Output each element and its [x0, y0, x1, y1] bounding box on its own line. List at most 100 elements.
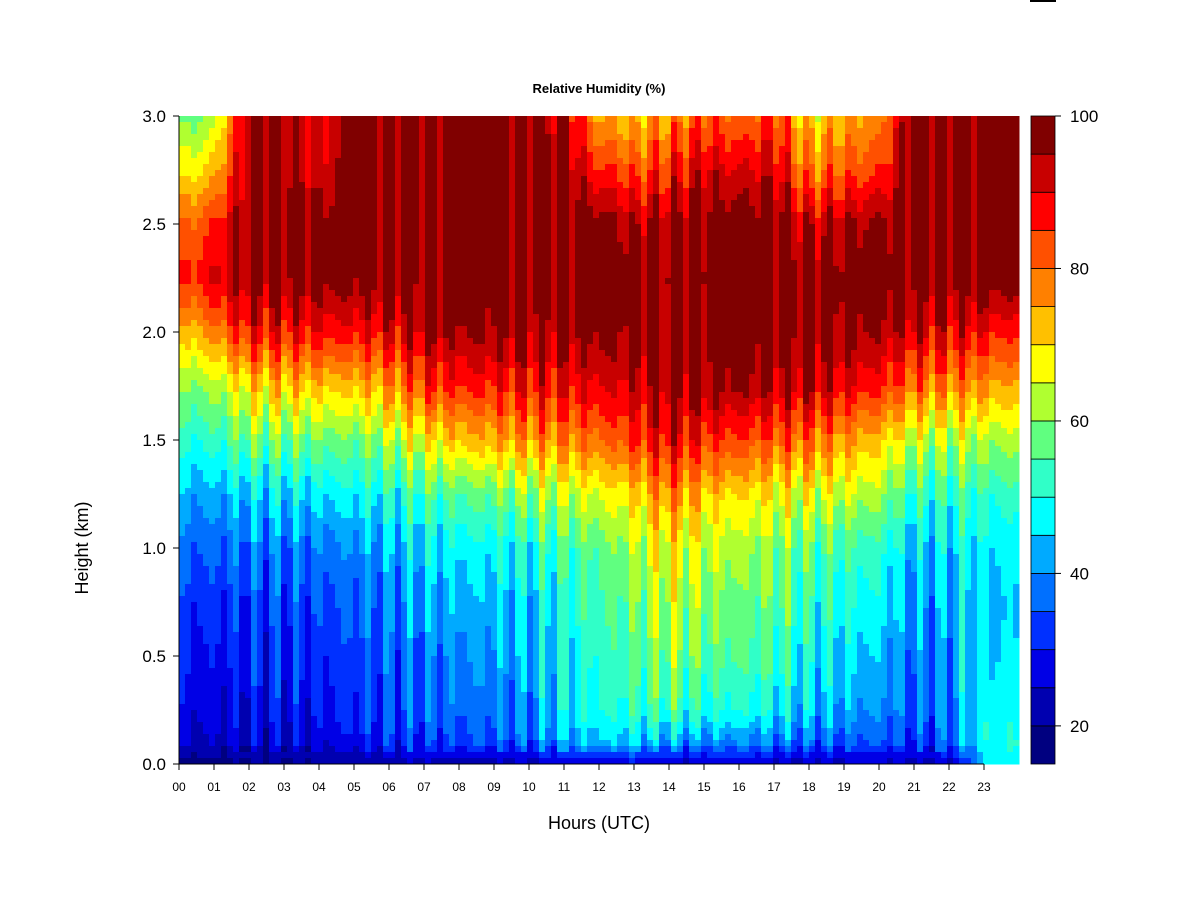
heatmap-cell — [257, 380, 264, 387]
heatmap-cell — [311, 398, 318, 405]
heatmap-cell — [449, 554, 456, 561]
heatmap-cell — [275, 650, 282, 657]
heatmap-cell — [335, 380, 342, 387]
heatmap-cell — [299, 236, 306, 243]
heatmap-cell — [293, 638, 300, 645]
heatmap-cell — [335, 230, 342, 237]
heatmap-cell — [299, 686, 306, 693]
heatmap-cell — [299, 176, 306, 183]
heatmap-cell — [281, 356, 288, 363]
heatmap-cell — [215, 428, 222, 435]
heatmap-cell — [191, 566, 198, 573]
heatmap-cell — [443, 230, 450, 237]
heatmap-cell — [191, 698, 198, 705]
heatmap-cell — [287, 200, 294, 207]
heatmap-cell — [299, 254, 306, 261]
heatmap-cell — [185, 314, 192, 321]
heatmap-cell — [311, 488, 318, 495]
heatmap-cell — [215, 728, 222, 735]
heatmap-cell — [425, 560, 432, 567]
heatmap-cell — [377, 128, 384, 135]
heatmap-cell — [353, 584, 360, 591]
heatmap-cell — [233, 542, 240, 549]
heatmap-cell — [197, 692, 204, 699]
heatmap-cell — [209, 494, 216, 501]
heatmap-cell — [317, 710, 324, 717]
heatmap-cell — [305, 698, 312, 705]
heatmap-cell — [353, 716, 360, 723]
heatmap-cell — [179, 710, 186, 717]
heatmap-cell — [443, 758, 450, 765]
heatmap-cell — [269, 470, 276, 477]
heatmap-cell — [353, 572, 360, 579]
heatmap-cell — [185, 128, 192, 135]
heatmap-cell — [329, 230, 336, 237]
heatmap-cell — [179, 590, 186, 597]
heatmap-cell — [311, 644, 318, 651]
heatmap-cell — [233, 608, 240, 615]
heatmap-cell — [251, 668, 258, 675]
heatmap-cell — [215, 302, 222, 309]
heatmap-cell — [185, 404, 192, 411]
heatmap-cell — [299, 332, 306, 339]
heatmap-cell — [257, 650, 264, 657]
heatmap-cell — [377, 692, 384, 699]
heatmap-cell — [329, 392, 336, 399]
heatmap-cell — [383, 254, 390, 261]
heatmap-cell — [293, 182, 300, 189]
heatmap-cell — [179, 620, 186, 627]
heatmap-cell — [449, 176, 456, 183]
heatmap-cell — [305, 260, 312, 267]
heatmap-cell — [317, 176, 324, 183]
heatmap-cell — [191, 734, 198, 741]
heatmap-cell — [251, 290, 258, 297]
heatmap-cell — [347, 698, 354, 705]
heatmap-cell — [269, 512, 276, 519]
heatmap-cell — [365, 200, 372, 207]
heatmap-cell — [413, 206, 420, 213]
heatmap-cell — [413, 452, 420, 459]
heatmap-cell — [335, 668, 342, 675]
heatmap-cell — [323, 638, 330, 645]
heatmap-cell — [443, 488, 450, 495]
heatmap-cell — [299, 200, 306, 207]
heatmap-cell — [239, 266, 246, 273]
heatmap-cell — [389, 476, 396, 483]
heatmap-cell — [233, 242, 240, 249]
heatmap-cell — [305, 176, 312, 183]
heatmap-cell — [449, 284, 456, 291]
heatmap-cell — [371, 482, 378, 489]
heatmap-cell — [185, 560, 192, 567]
heatmap-cell — [209, 704, 216, 711]
heatmap-cell — [341, 446, 348, 453]
heatmap-cell — [389, 170, 396, 177]
heatmap-cell — [275, 518, 282, 525]
heatmap-cell — [443, 698, 450, 705]
heatmap-cell — [245, 182, 252, 189]
heatmap-cell — [389, 290, 396, 297]
heatmap-cell — [425, 188, 432, 195]
heatmap-cell — [227, 146, 234, 153]
heatmap-cell — [263, 350, 270, 357]
heatmap-cell — [359, 668, 366, 675]
heatmap-cell — [197, 326, 204, 333]
heatmap-cell — [347, 674, 354, 681]
heatmap-cell — [209, 500, 216, 507]
heatmap-cell — [275, 368, 282, 375]
heatmap-cell — [245, 752, 252, 759]
heatmap-cell — [263, 146, 270, 153]
heatmap-cell — [335, 260, 342, 267]
heatmap-cell — [347, 248, 354, 255]
heatmap-cell — [311, 296, 318, 303]
heatmap-cell — [335, 284, 342, 291]
heatmap-cell — [401, 206, 408, 213]
heatmap-cell — [251, 650, 258, 657]
heatmap-cell — [317, 668, 324, 675]
heatmap-cell — [437, 536, 444, 543]
heatmap-cell — [437, 260, 444, 267]
heatmap-cell — [263, 422, 270, 429]
heatmap-cell — [179, 188, 186, 195]
heatmap-cell — [185, 698, 192, 705]
heatmap-cell — [413, 278, 420, 285]
heatmap-cell — [293, 410, 300, 417]
